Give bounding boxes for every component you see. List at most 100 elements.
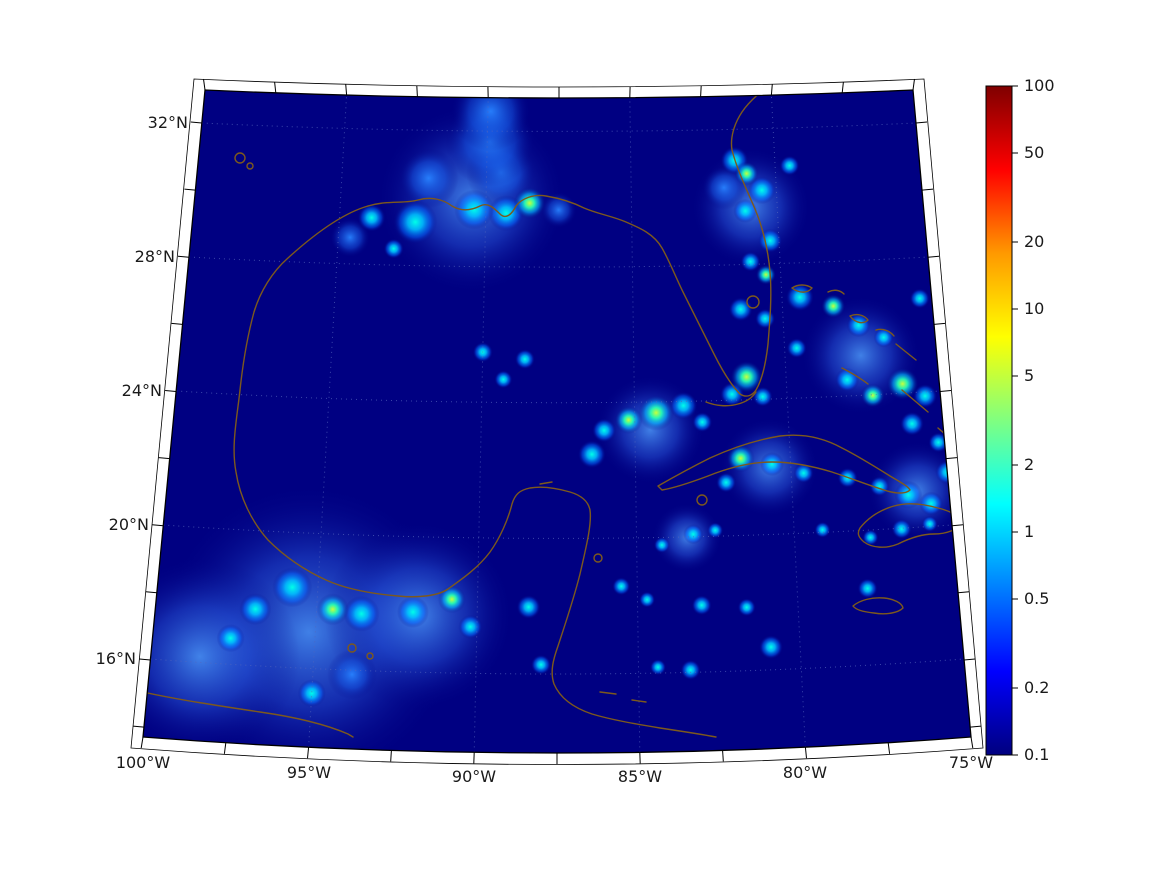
hotspot-blob (639, 591, 656, 608)
hotspot-blob (680, 659, 701, 680)
hotspot-blob (909, 288, 930, 309)
map-outer-frame (130, 78, 984, 765)
hotspot-blob (707, 522, 724, 539)
lake-okeechobee (746, 295, 760, 309)
frame-tick (958, 591, 970, 594)
coastline-cuba (657, 434, 911, 494)
hotspot-blob (692, 412, 713, 433)
hotspot-blob (239, 593, 272, 626)
lon-tick-label: 80°W (783, 763, 827, 782)
hotspot-blob (779, 155, 800, 176)
hotspot-blob (516, 595, 541, 619)
frame-tick (171, 322, 183, 325)
lat-tick-label: 20°N (109, 515, 149, 534)
hotspot-blob (650, 659, 666, 676)
hotspot-blob (702, 165, 746, 210)
hotspot-blob (891, 519, 912, 539)
frame-tick (933, 322, 946, 325)
hotspot-blob (577, 440, 606, 469)
frame-tick (139, 658, 151, 661)
frame-tick (345, 84, 348, 96)
frame-tick (416, 85, 418, 97)
hotspot-blob (691, 595, 712, 616)
lake-inland-2 (246, 162, 254, 170)
frame-tick (158, 457, 170, 460)
hotspot-blob (669, 391, 698, 420)
hotspot-blob (458, 614, 483, 639)
colorbar-gradient (985, 85, 1013, 756)
frame-tick (700, 85, 702, 97)
hotspot-blob (454, 189, 495, 230)
coastlines (143, 90, 969, 738)
hotspot-blob (297, 679, 326, 708)
hotspot-blob (216, 624, 245, 653)
coastline-gulf-mexico-central-america (233, 205, 717, 738)
frame-tick (945, 457, 958, 460)
hotspot-blob (272, 567, 313, 608)
frame-tick (952, 524, 964, 527)
coastline-jamaica (852, 597, 904, 615)
map-inner-frame (142, 89, 972, 754)
coastline-us-florida (367, 90, 772, 397)
colorbar-tick-label: 0.5 (1024, 589, 1049, 608)
hotspot-blob (397, 596, 429, 628)
hotspot-blob (869, 476, 890, 497)
hotspot-blob (316, 593, 349, 626)
hotspot-blob (793, 463, 814, 484)
frame-tick (964, 658, 976, 661)
frame-tick (390, 750, 392, 762)
coastline-small-islands (539, 481, 647, 703)
frame-tick (145, 591, 157, 594)
lat-tick-label: 16°N (96, 649, 136, 668)
hotspot-blob (928, 432, 949, 453)
frame-tick (970, 736, 974, 749)
hotspot-blob (330, 217, 371, 258)
coastline-pacific-mexico (143, 691, 354, 738)
frame-tick (912, 78, 915, 91)
frame-ticks (132, 78, 982, 764)
hotspot-blob (894, 480, 923, 509)
hotspot-blob (821, 294, 846, 319)
island-cozumel (593, 553, 603, 563)
frame-tick (307, 747, 310, 759)
hotspot-blob (760, 452, 784, 477)
hotspot-blob (728, 297, 753, 322)
lon-tick-label: 85°W (618, 767, 662, 786)
hotspot-blob (437, 585, 466, 614)
lat-tick-label: 24°N (122, 381, 162, 400)
frame-tick (804, 747, 807, 759)
hotspot-blob (612, 577, 631, 596)
hotspot-blob (343, 595, 380, 632)
colorbar-tick-label: 1 (1024, 522, 1034, 541)
hotspot-blob (919, 491, 944, 516)
hotspot-blob (327, 649, 377, 700)
lake-inland-1 (234, 152, 246, 164)
frame-tick (203, 78, 206, 91)
colorbar-tick-label: 50 (1024, 143, 1044, 162)
hotspot-blob (531, 654, 551, 675)
hotspot-blob (857, 578, 878, 599)
hotspot-blob (716, 472, 737, 493)
hotspot-blob (886, 367, 919, 400)
hotspot-blob (592, 418, 617, 443)
frame-tick (939, 390, 952, 392)
colorbar: 100 50 20 10 5 2 1 0.5 0.2 0.1 (985, 76, 1055, 764)
frame-tick (152, 524, 164, 527)
colorbar-tick-label: 0.2 (1024, 678, 1049, 697)
hotspot-blob (540, 192, 577, 228)
hotspot-blob (737, 598, 756, 617)
frame-tick (165, 390, 177, 392)
frame-tick (927, 255, 940, 258)
hotspot-blob (494, 370, 513, 389)
hotspot-blob (785, 283, 814, 312)
colorbar-tick-label: 10 (1024, 299, 1044, 318)
hotspot-blob (862, 529, 879, 546)
hotspot-blob (747, 176, 776, 205)
hotspot-blob (921, 515, 938, 532)
frame-tick (841, 81, 844, 93)
lake-inland-3 (347, 643, 357, 653)
hotspot-blob (913, 384, 938, 408)
island-isla-juventud (696, 494, 708, 506)
